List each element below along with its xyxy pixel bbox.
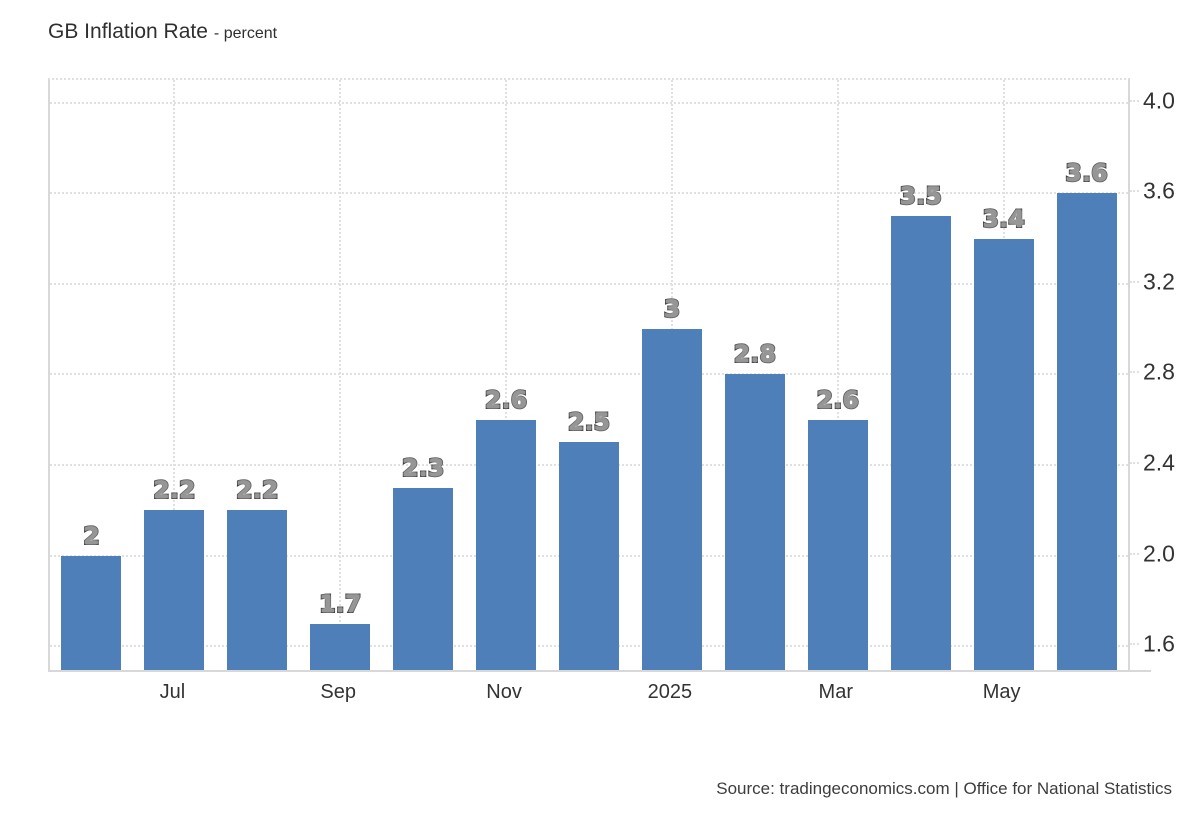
y-tick-mark bbox=[1130, 552, 1139, 555]
h-gridline bbox=[50, 192, 1128, 195]
bar[interactable] bbox=[61, 555, 122, 670]
y-tick-mark bbox=[1130, 190, 1139, 193]
y-tick-label: 4.0 bbox=[1143, 87, 1175, 114]
bar[interactable] bbox=[1056, 193, 1117, 670]
source-attribution: Source: tradingeconomics.com | Office fo… bbox=[716, 779, 1172, 798]
y-axis: 4.0 3.6 3.2 2.8 2.4 2.0 1.6 bbox=[1130, 78, 1200, 672]
bar-value-label: 2.5 bbox=[567, 408, 611, 437]
chart-title: GB Inflation Rate bbox=[48, 20, 208, 43]
h-gridline bbox=[50, 282, 1128, 285]
x-tick-label: May bbox=[982, 681, 1021, 703]
v-gridline bbox=[173, 80, 176, 670]
bar-value-label: 3 bbox=[663, 295, 682, 324]
v-gridline bbox=[505, 80, 508, 670]
bar[interactable] bbox=[476, 419, 537, 670]
y-tick-mark bbox=[1130, 643, 1139, 646]
bar-value-label: 2 bbox=[82, 521, 101, 550]
h-gridline bbox=[50, 101, 1128, 104]
bar[interactable] bbox=[807, 419, 868, 670]
bar[interactable] bbox=[724, 374, 785, 670]
plot-area: 2 2.2 2.2 1.7 2.3 2.6 2.5 3 2.8 2.6 3.5 3.4 3.6 bbox=[48, 78, 1130, 672]
y-tick-mark bbox=[1130, 99, 1139, 102]
x-tick-label: Mar bbox=[818, 681, 853, 703]
x-tick-label: 2025 bbox=[647, 681, 693, 703]
bar[interactable] bbox=[973, 238, 1034, 670]
bar-value-label: 3.5 bbox=[898, 181, 942, 210]
h-gridline bbox=[50, 373, 1128, 376]
y-tick-label: 3.2 bbox=[1143, 268, 1175, 295]
bar[interactable] bbox=[559, 442, 619, 670]
bar-value-label: 2.8 bbox=[733, 340, 777, 369]
x-axis: Jul Sep Nov 2025 Mar May bbox=[48, 681, 1130, 711]
y-tick-mark bbox=[1130, 280, 1139, 283]
x-axis-line-overhang bbox=[1130, 670, 1151, 672]
v-gridline bbox=[339, 80, 342, 670]
y-tick-label: 2.0 bbox=[1143, 540, 1175, 567]
bar[interactable] bbox=[227, 510, 288, 670]
bar-value-label: 2.6 bbox=[816, 385, 860, 414]
y-tick-label: 2.8 bbox=[1143, 358, 1175, 385]
bar[interactable] bbox=[393, 487, 454, 670]
bar-value-label: 3.6 bbox=[1064, 159, 1108, 188]
bar-value-label: 1.7 bbox=[318, 589, 362, 618]
y-tick-label: 1.6 bbox=[1143, 630, 1175, 657]
v-gridline bbox=[836, 80, 839, 670]
bar-value-label: 3.4 bbox=[981, 204, 1025, 233]
x-tick-label: Nov bbox=[486, 681, 522, 703]
chart-header: GB Inflation Rate - percent bbox=[48, 20, 277, 44]
bar[interactable] bbox=[890, 215, 951, 670]
chart-subtitle: - percent bbox=[213, 25, 278, 42]
y-tick-mark bbox=[1130, 462, 1139, 465]
y-tick-label: 3.6 bbox=[1143, 177, 1175, 204]
bar[interactable] bbox=[310, 623, 371, 670]
bar-value-label: 2.6 bbox=[484, 385, 528, 414]
y-tick-label: 2.4 bbox=[1143, 449, 1175, 476]
bar[interactable] bbox=[641, 329, 702, 670]
x-tick-label: Sep bbox=[320, 681, 357, 703]
x-tick-label: Jul bbox=[159, 681, 186, 703]
bar[interactable] bbox=[144, 510, 205, 670]
bar-value-label: 2.3 bbox=[401, 453, 445, 482]
y-tick-mark bbox=[1130, 371, 1139, 374]
bar-value-label: 2.2 bbox=[235, 476, 279, 505]
bar-value-label: 2.2 bbox=[152, 476, 196, 505]
